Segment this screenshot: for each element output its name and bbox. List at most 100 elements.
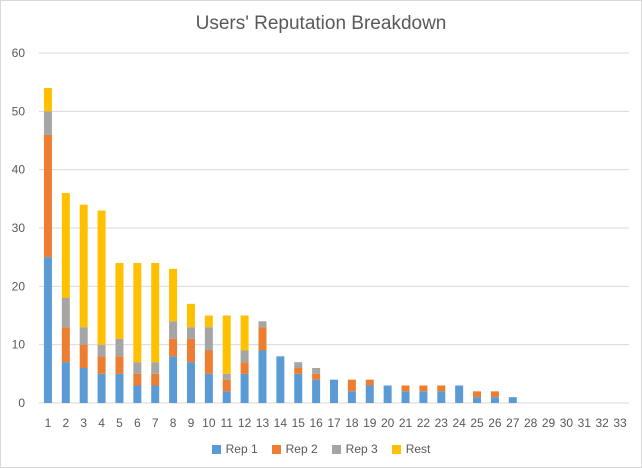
y-tick-label: 0 xyxy=(18,396,25,410)
legend-swatch xyxy=(331,444,341,454)
bar-segment-rest xyxy=(43,88,52,112)
bar-segment-rep-3 xyxy=(169,321,178,339)
bar-segment-rep-2 xyxy=(169,338,178,357)
bar-segment-rep-2 xyxy=(61,327,70,363)
bar-segment-rep-1 xyxy=(383,385,392,403)
bar-segment-rest xyxy=(240,315,249,351)
bar-segment-rep-1 xyxy=(169,356,178,403)
x-tick-label: 4 xyxy=(98,416,105,430)
x-tick-label: 31 xyxy=(578,416,592,430)
bar-segment-rep-1 xyxy=(79,368,88,403)
bar-segment-rep-1 xyxy=(115,373,124,403)
bar-segment-rep-2 xyxy=(186,338,195,363)
x-tick-label: 27 xyxy=(506,416,520,430)
bar-segment-rest xyxy=(115,263,124,339)
bar-segment-rep-1 xyxy=(437,391,446,403)
bar-segment-rep-3 xyxy=(240,350,249,363)
x-tick-label: 6 xyxy=(134,416,141,430)
bar-segment-rep-1 xyxy=(330,379,338,403)
x-tick-label: 18 xyxy=(345,416,359,430)
bar-segment-rep-2 xyxy=(151,373,160,386)
bar-segment-rep-3 xyxy=(294,362,303,368)
bar-segment-rep-2 xyxy=(79,344,88,368)
bar-segment-rep-1 xyxy=(473,397,482,403)
bar-segment-rest xyxy=(79,204,88,328)
bar-segment-rep-3 xyxy=(115,338,124,357)
y-tick-label: 30 xyxy=(12,221,26,235)
x-tick-label: 17 xyxy=(327,416,341,430)
bar-segment-rep-3 xyxy=(43,111,52,135)
bar-segment-rep-1 xyxy=(61,362,70,403)
x-tick-label: 14 xyxy=(274,416,288,430)
bar-segment-rep-1 xyxy=(258,350,267,403)
bar-segment-rep-2 xyxy=(97,356,106,374)
bar-segment-rep-3 xyxy=(222,373,231,380)
legend-item: Rep 2 xyxy=(271,441,318,457)
x-tick-label: 19 xyxy=(363,416,377,430)
x-tick-label: 2 xyxy=(62,416,69,430)
bar-segment-rep-1 xyxy=(240,373,249,403)
y-tick-label: 50 xyxy=(12,104,26,118)
bar-segment-rep-1 xyxy=(204,373,213,403)
x-tick-label: 33 xyxy=(613,416,627,430)
x-tick-label: 8 xyxy=(170,416,177,430)
bar-segment-rep-1 xyxy=(97,373,106,403)
legend-item: Rest xyxy=(391,441,431,457)
bar-segment-rest xyxy=(169,268,178,322)
x-tick-label: 3 xyxy=(80,416,87,430)
bar-segment-rep-2 xyxy=(419,385,428,392)
bar-segment-rep-2 xyxy=(258,327,267,351)
legend-label: Rep 2 xyxy=(285,442,318,456)
legend-item: Rep 3 xyxy=(331,441,378,457)
bar-segment-rep-3 xyxy=(97,344,106,357)
bar-segment-rep-1 xyxy=(294,373,303,403)
bar-segment-rest xyxy=(151,263,160,363)
x-tick-label: 21 xyxy=(399,416,413,430)
x-tick-label: 16 xyxy=(309,416,323,430)
legend-swatch xyxy=(391,444,401,454)
bar-segment-rep-3 xyxy=(133,362,142,374)
bar-segment-rep-3 xyxy=(312,368,321,374)
x-tick-label: 13 xyxy=(256,416,270,430)
x-tick-label: 26 xyxy=(488,416,502,430)
bar-segment-rep-1 xyxy=(347,391,356,403)
bar-segment-rep-3 xyxy=(258,321,267,328)
x-tick-label: 22 xyxy=(417,416,431,430)
y-tick-label: 10 xyxy=(12,338,26,352)
bar-segment-rep-2 xyxy=(347,379,356,392)
bar-segment-rep-1 xyxy=(312,379,321,403)
bar-segment-rep-3 xyxy=(186,327,195,339)
bar-segment-rep-3 xyxy=(61,298,70,328)
bar-segment-rep-1 xyxy=(43,257,52,403)
bar-segment-rep-2 xyxy=(437,385,446,392)
bar-segment-rep-1 xyxy=(490,397,499,403)
x-tick-label: 28 xyxy=(524,416,538,430)
bar-segment-rep-2 xyxy=(43,134,52,258)
bar-segment-rep-2 xyxy=(294,368,303,374)
bar-segment-rep-2 xyxy=(365,379,374,386)
x-tick-label: 10 xyxy=(202,416,216,430)
chart-legend: Rep 1 Rep 2 Rep 3 Rest xyxy=(1,441,641,457)
legend-swatch xyxy=(271,444,281,454)
x-tick-label: 11 xyxy=(220,416,233,430)
legend-label: Rest xyxy=(405,442,431,456)
bar-segment-rep-2 xyxy=(312,373,321,380)
bar-segment-rep-1 xyxy=(276,356,285,403)
bar-segment-rep-2 xyxy=(133,373,142,386)
bar-segment-rep-1 xyxy=(419,391,428,403)
bar-segment-rep-1 xyxy=(133,385,142,403)
bar-segment-rep-1 xyxy=(455,385,464,403)
x-tick-label: 24 xyxy=(452,416,466,430)
y-tick-label: 40 xyxy=(12,163,26,177)
legend-item: Rep 1 xyxy=(211,441,258,457)
x-tick-label: 20 xyxy=(381,416,395,430)
y-tick-label: 60 xyxy=(12,46,26,60)
x-tick-label: 15 xyxy=(292,416,306,430)
bar-segment-rep-2 xyxy=(401,385,410,392)
bar-segment-rest xyxy=(61,193,70,298)
legend-label: Rep 1 xyxy=(225,442,258,456)
x-tick-label: 12 xyxy=(238,416,252,430)
bar-segment-rest xyxy=(97,210,106,345)
